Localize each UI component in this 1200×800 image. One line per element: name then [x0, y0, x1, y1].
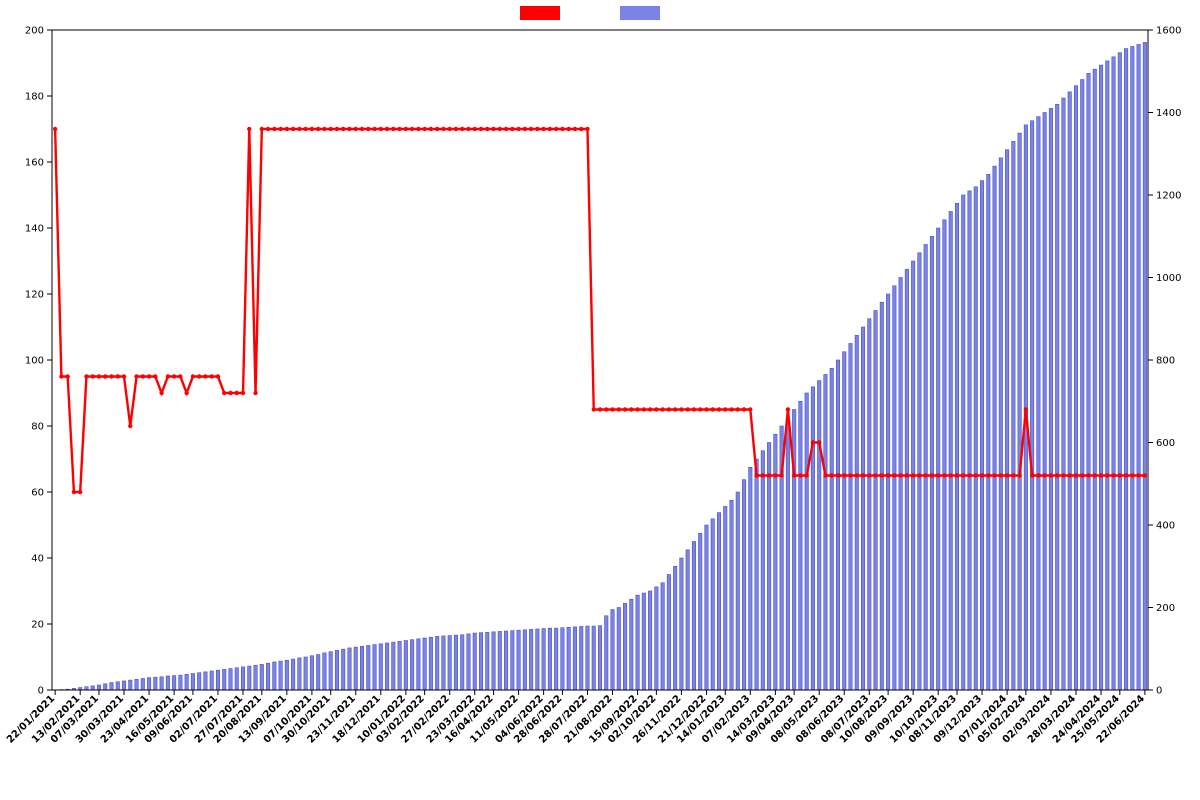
y-left-tick-label: 120	[25, 290, 44, 301]
y-left-tick-label: 200	[25, 26, 44, 37]
y-left-tick-label: 80	[31, 422, 44, 433]
y-right-tick-label: 600	[1156, 438, 1175, 449]
y-right-tick-label: 1000	[1156, 273, 1181, 284]
y-right-tick-label: 1600	[1156, 26, 1181, 37]
y-left-tick-label: 0	[38, 686, 44, 697]
y-left-tick-label: 20	[31, 620, 44, 631]
dual-axis-combo-chart: 0 20 40 60 80 100 120 140 160 180 200 0 200 400 600 800…	[0, 0, 1200, 800]
y-left-tick-label: 40	[31, 554, 44, 565]
y-left-tick-label: 100	[25, 356, 44, 367]
y-right-tick-label: 400	[1156, 521, 1175, 532]
y-left-tick-label: 60	[31, 488, 44, 499]
y-right-tick-label: 800	[1156, 356, 1175, 367]
y-right-tick-label: 0	[1156, 686, 1162, 697]
legend-swatch-bar	[620, 6, 660, 20]
chart-canvas: 0 20 40 60 80 100 120 140 160 180 200 0 200 400 600 800…	[0, 0, 1200, 800]
y-right-tick-label: 1200	[1156, 191, 1181, 202]
y-left-tick-label: 160	[25, 158, 44, 169]
legend-swatch-line	[520, 6, 560, 20]
y-left-tick-label: 180	[25, 92, 44, 103]
y-right-tick-label: 200	[1156, 603, 1175, 614]
y-left-tick-label: 140	[25, 224, 44, 235]
y-right-tick-label: 1400	[1156, 108, 1181, 119]
